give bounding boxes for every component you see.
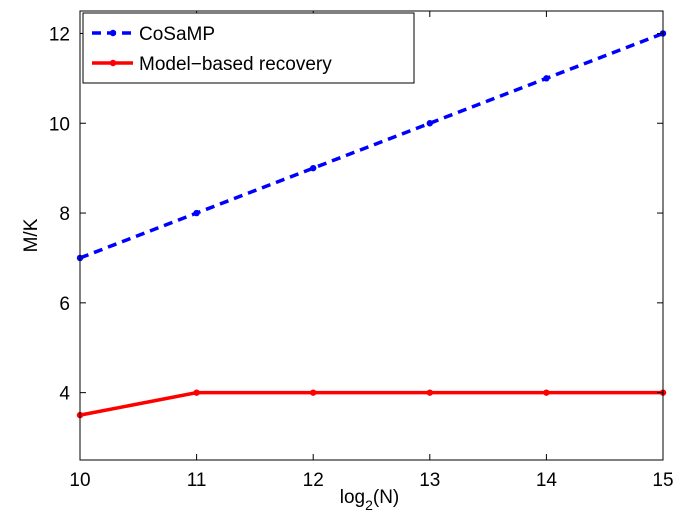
x-axis-label-base: log — [340, 487, 365, 508]
series-2-point — [310, 389, 317, 396]
axes-frame — [79, 10, 664, 461]
y-tick-label: 12 — [49, 24, 70, 45]
series-line-2 — [79, 390, 663, 417]
series-2-point — [193, 389, 200, 396]
series-2-point — [426, 389, 433, 396]
series-1-point — [310, 164, 317, 172]
legend-box — [82, 12, 415, 84]
x-tick-label: 11 — [187, 470, 207, 491]
y-tick-label: 8 — [59, 204, 70, 225]
x-tick-label: 13 — [419, 470, 440, 491]
x-tick-label: 14 — [536, 470, 558, 491]
x-tick-label: 12 — [303, 470, 324, 491]
y-tick-label: 4 — [59, 384, 70, 405]
series-1-point — [193, 209, 200, 217]
legend: CoSaMP Model−based recovery — [82, 12, 415, 84]
x-axis-label: log2(N) — [340, 487, 400, 513]
plot-area — [80, 11, 663, 460]
series-2-point — [543, 389, 550, 396]
x-axis-label-subscript: 2 — [365, 497, 373, 513]
y-tick-label: 6 — [59, 294, 70, 315]
series-1-point — [426, 120, 433, 127]
x-axis-label-argument: (N) — [373, 487, 399, 508]
y-axis-label: M/K — [21, 218, 42, 252]
x-tick-label: 10 — [69, 470, 90, 491]
legend-label-2: Model−based recovery — [139, 54, 332, 75]
legend-marker-1 — [109, 29, 117, 37]
legend-label-1: CoSaMP — [139, 24, 215, 45]
x-tick-label: 15 — [652, 470, 673, 491]
series-1-point — [543, 75, 550, 82]
y-tick-label: 10 — [49, 114, 70, 135]
legend-marker-2 — [109, 59, 117, 67]
